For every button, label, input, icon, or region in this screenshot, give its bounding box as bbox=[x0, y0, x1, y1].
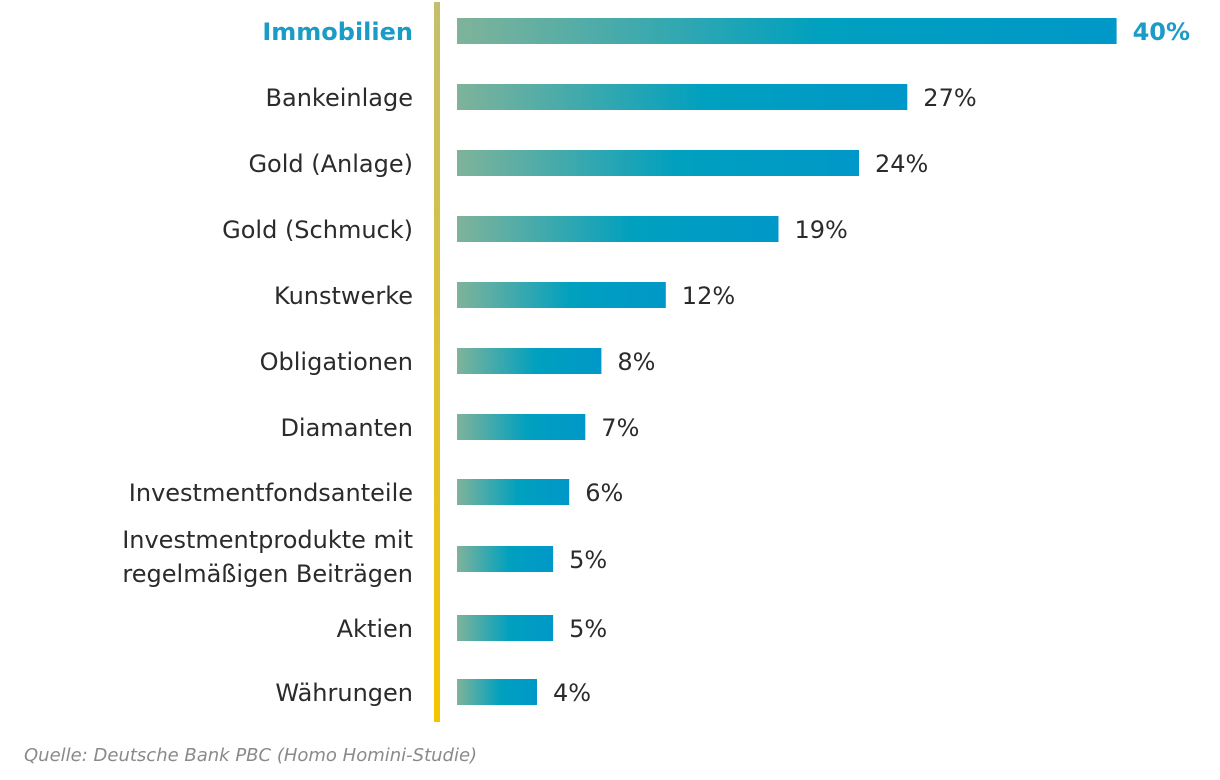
category-axis-line bbox=[434, 2, 440, 722]
category-label-4: Kunstwerke bbox=[274, 282, 413, 310]
value-label-8: 5% bbox=[569, 546, 607, 574]
bar-1 bbox=[457, 84, 908, 110]
bar-10 bbox=[457, 679, 537, 705]
bar-7 bbox=[457, 479, 570, 505]
category-label-10: Währungen bbox=[275, 679, 413, 707]
value-label-0: 40% bbox=[1133, 18, 1190, 46]
value-label-10: 4% bbox=[553, 679, 591, 707]
category-label-8: Investmentprodukte mit regelmäßigen Beitr… bbox=[122, 526, 413, 588]
category-label-1: Bankeinlage bbox=[266, 84, 413, 112]
bar-0 bbox=[457, 18, 1117, 44]
source-note: Quelle: Deutsche Bank PBC (Homo Homini-S… bbox=[24, 745, 478, 766]
bar-8 bbox=[457, 546, 554, 572]
bar-4 bbox=[457, 282, 666, 308]
value-label-7: 6% bbox=[585, 479, 623, 507]
value-label-1: 27% bbox=[923, 84, 976, 112]
category-label-3: Gold (Schmuck) bbox=[222, 216, 413, 244]
bar-5 bbox=[457, 348, 602, 374]
value-label-2: 24% bbox=[875, 150, 928, 178]
bar-3 bbox=[457, 216, 779, 242]
value-label-4: 12% bbox=[682, 282, 735, 310]
category-label-5: Obligationen bbox=[260, 348, 413, 376]
category-label-7: Investmentfondsanteile bbox=[129, 479, 413, 507]
bar-6 bbox=[457, 414, 586, 440]
category-label-9: Aktien bbox=[337, 615, 413, 643]
category-label-6: Diamanten bbox=[280, 414, 413, 442]
category-label-2: Gold (Anlage) bbox=[248, 150, 413, 178]
category-label-0: Immobilien bbox=[262, 18, 413, 46]
bar-2 bbox=[457, 150, 859, 176]
bars-group: 40% Immobilien 27% Bankeinlage 24% Gold (Anla… bbox=[122, 18, 1190, 707]
value-label-5: 8% bbox=[617, 348, 655, 376]
value-label-6: 7% bbox=[601, 414, 639, 442]
value-label-3: 19% bbox=[795, 216, 848, 244]
value-label-9: 5% bbox=[569, 615, 607, 643]
bar-9 bbox=[457, 615, 554, 641]
